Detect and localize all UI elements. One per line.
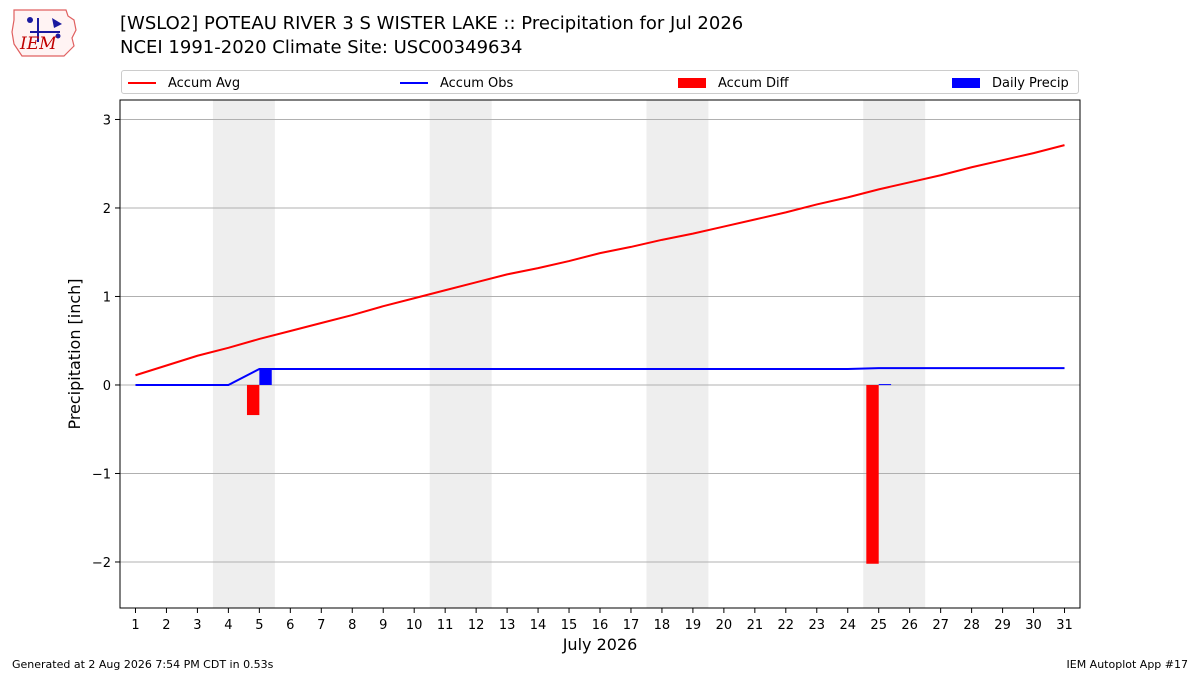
legend-swatch: [952, 78, 980, 88]
chart-title: [WSLO2] POTEAU RIVER 3 S WISTER LAKE :: …: [120, 13, 744, 34]
accum-avg-line: [135, 144, 1065, 377]
legend-label: Daily Precip: [992, 75, 1069, 91]
legend-swatch: [678, 78, 706, 88]
x-tick-label: 12: [468, 618, 485, 633]
x-tick-label: 4: [224, 618, 232, 633]
x-tick-label: 13: [499, 618, 516, 633]
legend-item-daily-precip: Daily Precip: [952, 71, 1069, 95]
x-tick-label: 7: [317, 618, 325, 633]
y-tick-label: 2: [103, 202, 111, 217]
accum-diff-bar: [246, 384, 260, 416]
weekend-band: [429, 100, 492, 608]
legend: Accum Avg Accum Obs Accum Diff Daily Pre…: [121, 70, 1079, 94]
legend-item-accum-obs: Accum Obs: [400, 71, 513, 95]
y-tick-label: 3: [103, 113, 111, 128]
x-tick-label: 8: [348, 618, 356, 633]
x-tick-label: 2: [162, 618, 170, 633]
x-tick-label: 25: [870, 618, 887, 633]
legend-item-accum-diff: Accum Diff: [678, 71, 789, 95]
x-tick-label: 21: [747, 618, 764, 633]
x-tick-label: 9: [379, 618, 387, 633]
x-tick-label: 22: [778, 618, 795, 633]
x-tick-label: 11: [437, 618, 454, 633]
x-tick-label: 16: [592, 618, 609, 633]
x-tick-label: 3: [193, 618, 201, 633]
x-tick-label: 1: [131, 618, 139, 633]
x-tick-label: 26: [901, 618, 918, 633]
x-tick-label: 10: [406, 618, 423, 633]
y-axis-label: Precipitation [inch]: [65, 278, 84, 429]
legend-label: Accum Diff: [718, 75, 789, 91]
daily-precip-bar: [878, 384, 892, 386]
x-tick-label: 30: [1025, 618, 1042, 633]
x-tick-label: 19: [685, 618, 702, 633]
x-tick-label: 6: [286, 618, 294, 633]
generated-timestamp: Generated at 2 Aug 2026 7:54 PM CDT in 0…: [12, 658, 274, 671]
daily-precip-bar: [259, 369, 272, 385]
accum-diff-bar: [866, 384, 879, 564]
y-tick-label: −2: [92, 556, 111, 571]
weekend-band: [646, 100, 709, 608]
x-axis-label: July 2026: [562, 635, 638, 654]
x-tick-label: 18: [654, 618, 671, 633]
x-tick-label: 20: [716, 618, 733, 633]
y-tick-label: 1: [103, 290, 111, 305]
x-tick-label: 14: [530, 618, 547, 633]
x-tick-label: 17: [623, 618, 640, 633]
y-tick-label: −1: [92, 467, 111, 482]
legend-swatch: [128, 82, 156, 84]
iem-logo: IEM: [8, 6, 82, 62]
chart-subtitle: NCEI 1991-2020 Climate Site: USC00349634: [120, 37, 523, 58]
x-tick-label: 5: [255, 618, 263, 633]
x-tick-label: 31: [1056, 618, 1073, 633]
accum-obs-line: [135, 367, 1065, 386]
y-tick-label: 0: [103, 379, 111, 394]
x-tick-label: 15: [561, 618, 578, 633]
legend-item-accum-avg: Accum Avg: [128, 71, 240, 95]
legend-label: Accum Avg: [168, 75, 241, 91]
x-tick-label: 28: [963, 618, 980, 633]
legend-label: Accum Obs: [440, 75, 514, 91]
x-tick-label: 24: [839, 618, 856, 633]
weekend-band: [212, 100, 275, 608]
x-tick-label: 29: [994, 618, 1011, 633]
x-tick-label: 27: [932, 618, 949, 633]
app-label: IEM Autoplot App #17: [1066, 658, 1189, 671]
legend-swatch: [400, 82, 428, 84]
x-tick-label: 23: [809, 618, 826, 633]
logo-text: IEM: [20, 34, 57, 54]
